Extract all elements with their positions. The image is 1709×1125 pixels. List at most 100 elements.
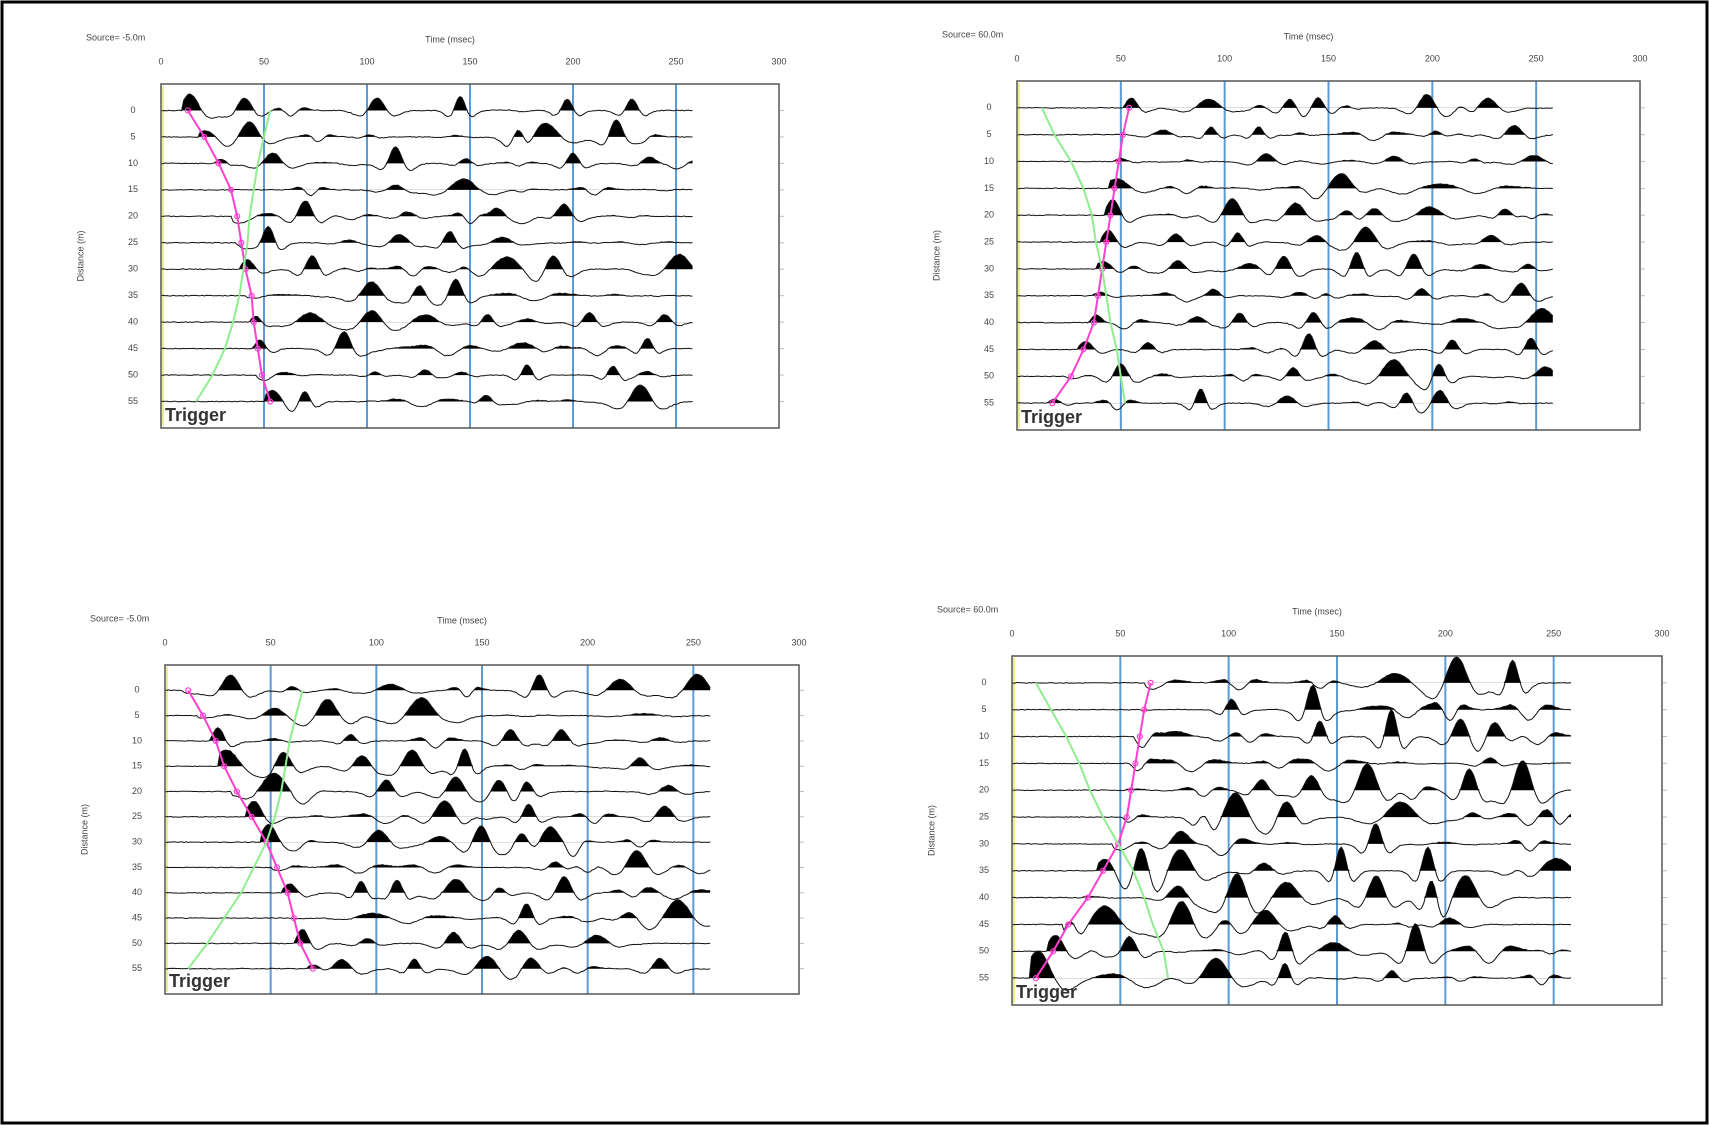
pick-marker xyxy=(1080,346,1087,353)
x-tick-label: 0 xyxy=(162,637,167,647)
trace-fill xyxy=(161,310,693,323)
y-tick-label: 50 xyxy=(979,946,989,956)
y-tick-label: 45 xyxy=(984,344,994,354)
x-tick-label: 250 xyxy=(686,637,701,647)
trigger-label: Trigger xyxy=(1016,982,1077,1002)
y-tick-label: 5 xyxy=(986,129,991,139)
trace xyxy=(164,727,711,749)
trace-fill xyxy=(1012,709,1571,737)
x-tick-label: 300 xyxy=(791,637,806,647)
plot-frame xyxy=(1011,655,1663,1006)
pick-marker xyxy=(250,319,257,326)
y-tick-label: 30 xyxy=(984,263,994,273)
plot-frame xyxy=(1016,80,1641,431)
trace xyxy=(1011,792,1572,835)
pick-marker xyxy=(290,914,298,922)
trace xyxy=(1011,923,1572,965)
pick-marker xyxy=(1090,319,1097,326)
pick-marker xyxy=(1115,840,1122,848)
x-tick-label: 150 xyxy=(1321,53,1336,63)
x-axis-label: Time (msec) xyxy=(1284,31,1334,41)
x-tick-label: 100 xyxy=(1217,53,1232,63)
pick-marker xyxy=(1115,158,1122,165)
pick-marker xyxy=(1147,679,1154,686)
trace-fill xyxy=(165,956,711,969)
y-tick-label: 45 xyxy=(979,919,989,929)
trace xyxy=(1011,684,1572,722)
y-tick-label: 15 xyxy=(984,183,994,193)
y-tick-label: 5 xyxy=(130,131,135,141)
pick-marker xyxy=(1107,212,1114,219)
source-label: Source= 60.0m xyxy=(937,604,998,614)
trace xyxy=(160,178,693,197)
y-tick-label: 20 xyxy=(984,210,994,220)
x-axis-label: Time (msec) xyxy=(1292,606,1342,616)
pick-marker xyxy=(1084,894,1091,901)
pick-marker xyxy=(199,712,207,719)
pick-marker xyxy=(234,213,241,220)
y-tick-label: 40 xyxy=(984,317,994,327)
source-label: Source= 60.0m xyxy=(942,29,1003,39)
trace xyxy=(161,253,693,283)
pick-line xyxy=(1034,682,1152,979)
trace xyxy=(1011,901,1572,939)
trace-fill xyxy=(165,800,711,817)
y-tick-label: 50 xyxy=(984,371,994,381)
y-tick-label: 10 xyxy=(132,735,142,745)
trace xyxy=(164,929,711,950)
pick-marker xyxy=(212,737,219,745)
trace-fill xyxy=(1012,873,1571,898)
trace-fill xyxy=(1017,333,1553,350)
trace-fill xyxy=(1012,923,1571,952)
trace-fill xyxy=(1012,656,1571,683)
y-tick-label: 50 xyxy=(132,938,142,948)
trace-fill xyxy=(1017,283,1553,296)
y-tick-label: 55 xyxy=(984,398,994,408)
y-tick-label: 55 xyxy=(128,396,138,406)
pick-line xyxy=(195,110,272,403)
trace xyxy=(164,823,711,858)
y-tick-label: 15 xyxy=(979,758,989,768)
pick-line xyxy=(187,689,314,970)
pick-marker xyxy=(1111,185,1118,192)
trace-fill xyxy=(1017,359,1553,377)
trace xyxy=(165,673,711,699)
trace xyxy=(1011,846,1572,893)
trace xyxy=(1017,252,1553,277)
y-tick-label: 25 xyxy=(984,236,994,246)
trace xyxy=(1016,153,1553,166)
pick-marker xyxy=(248,292,255,299)
pick-marker xyxy=(1049,400,1056,407)
y-tick-label: 30 xyxy=(132,837,142,847)
pick-marker xyxy=(297,940,304,947)
trace-fill xyxy=(1017,252,1553,269)
trace-fill xyxy=(161,226,693,243)
y-tick-label: 0 xyxy=(986,102,991,112)
x-tick-label: 0 xyxy=(1014,53,1019,63)
y-tick-label: 15 xyxy=(128,184,138,194)
x-tick-label: 50 xyxy=(1116,53,1126,63)
pick-marker xyxy=(227,186,235,193)
y-tick-label: 35 xyxy=(979,865,989,875)
pick-line xyxy=(1051,107,1131,404)
y-tick-label: 10 xyxy=(979,731,989,741)
y-tick-label: 35 xyxy=(128,290,138,300)
trace xyxy=(1016,333,1553,358)
pick-marker xyxy=(201,133,208,141)
trace-fill xyxy=(165,929,711,944)
trace xyxy=(1016,124,1553,142)
pick-marker xyxy=(238,239,245,246)
x-tick-label: 300 xyxy=(1654,628,1669,638)
trace xyxy=(161,364,693,382)
x-tick-label: 150 xyxy=(462,56,477,66)
pick-marker xyxy=(1132,760,1139,767)
x-tick-label: 250 xyxy=(1529,53,1544,63)
trace xyxy=(164,899,711,931)
trace-fill xyxy=(161,201,693,217)
trace xyxy=(164,800,711,825)
y-axis-label: Distance (m) xyxy=(926,805,936,856)
source-label: Source= -5.0m xyxy=(90,613,149,623)
trace-fill xyxy=(1012,847,1571,871)
y-tick-label: 10 xyxy=(984,156,994,166)
